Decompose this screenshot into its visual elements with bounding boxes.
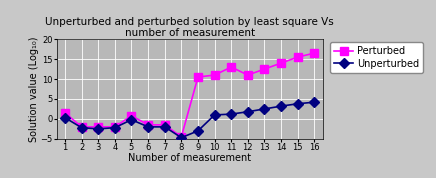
Legend: Perturbed, Unperturbed: Perturbed, Unperturbed <box>330 42 423 73</box>
Perturbed <box>179 136 184 138</box>
Unperturbed <box>295 103 300 105</box>
Perturbed <box>62 112 68 114</box>
Y-axis label: Solution value (Log₁₀): Solution value (Log₁₀) <box>29 36 39 142</box>
Unperturbed <box>146 126 151 128</box>
Perturbed <box>312 52 317 54</box>
Unperturbed <box>95 128 101 130</box>
Unperturbed <box>129 119 134 121</box>
X-axis label: Number of measurement: Number of measurement <box>128 153 251 163</box>
Unperturbed <box>62 117 68 119</box>
Title: Unperturbed and perturbed solution by least square Vs
number of measurement: Unperturbed and perturbed solution by le… <box>45 17 334 38</box>
Line: Unperturbed: Unperturbed <box>61 99 318 141</box>
Unperturbed <box>262 108 267 110</box>
Perturbed <box>95 126 101 128</box>
Perturbed <box>295 56 300 58</box>
Perturbed <box>279 62 284 64</box>
Unperturbed <box>179 137 184 139</box>
Unperturbed <box>228 113 234 115</box>
Unperturbed <box>112 127 117 129</box>
Perturbed <box>245 74 250 76</box>
Unperturbed <box>79 127 84 129</box>
Unperturbed <box>212 114 217 116</box>
Perturbed <box>146 124 151 126</box>
Unperturbed <box>162 126 167 128</box>
Perturbed <box>129 115 134 117</box>
Perturbed <box>112 126 117 128</box>
Perturbed <box>228 66 234 68</box>
Unperturbed <box>279 105 284 107</box>
Perturbed <box>195 76 201 78</box>
Perturbed <box>262 68 267 70</box>
Unperturbed <box>312 101 317 103</box>
Unperturbed <box>245 111 250 113</box>
Perturbed <box>162 124 167 126</box>
Perturbed <box>212 74 217 76</box>
Perturbed <box>79 126 84 128</box>
Line: Perturbed: Perturbed <box>61 49 318 141</box>
Unperturbed <box>195 130 201 132</box>
